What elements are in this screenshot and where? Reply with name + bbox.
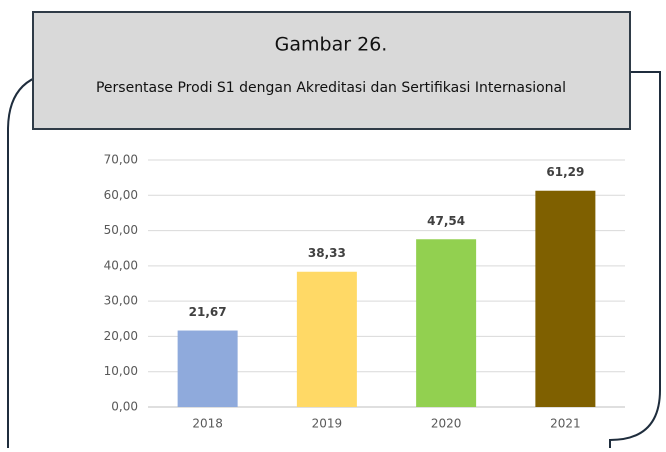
y-tick-label: 40,00	[104, 258, 138, 272]
bar	[416, 239, 477, 407]
plot: 0,00 10,00 20,00 30,00 40,00 50,00 60,00 70,00 2…	[104, 153, 625, 431]
data-label: 61,29	[546, 165, 584, 179]
x-tick-label: 2019	[312, 417, 343, 431]
bar	[177, 330, 238, 407]
bar	[296, 271, 357, 407]
y-tick-label: 10,00	[104, 364, 138, 378]
y-tick-label: 60,00	[104, 188, 138, 202]
x-tick-label: 2021	[550, 417, 581, 431]
x-tick-label: 2020	[431, 417, 462, 431]
y-tick-label: 20,00	[104, 329, 138, 343]
caption-box	[32, 11, 631, 130]
y-tick-label: 30,00	[104, 294, 138, 308]
x-tick-label: 2018	[192, 417, 223, 431]
y-tick-label: 0,00	[111, 400, 138, 414]
y-tick-label: 50,00	[104, 223, 138, 237]
data-label: 47,54	[427, 214, 465, 228]
data-label: 21,67	[189, 305, 227, 319]
chart-title: Gambar 26.	[275, 34, 388, 56]
bar	[535, 190, 596, 407]
y-tick-label: 70,00	[104, 153, 138, 167]
data-label: 38,33	[308, 246, 346, 260]
chart-subtitle: Persentase Prodi S1 dengan Akreditasi da…	[96, 80, 566, 96]
